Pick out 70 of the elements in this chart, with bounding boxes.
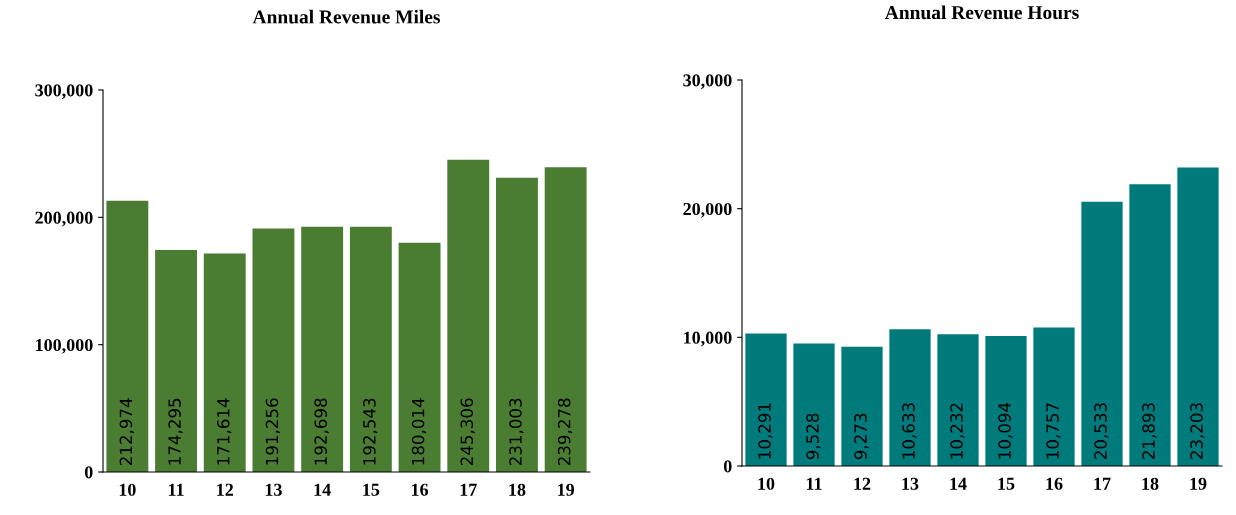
data-label: 23,203 <box>1190 403 1205 459</box>
bar <box>301 226 344 472</box>
chart-title: Annual Revenue Hours <box>884 5 1079 20</box>
x-tick-label: 15 <box>363 483 380 496</box>
bar <box>1033 327 1075 466</box>
data-label: 174,295 <box>168 398 183 465</box>
x-tick-label: 16 <box>411 483 429 496</box>
x-tick-label: 10 <box>119 483 136 496</box>
bar <box>1177 167 1219 466</box>
bar <box>985 336 1027 466</box>
bar <box>447 159 490 472</box>
data-label: 171,614 <box>216 398 232 465</box>
y-tick-label: 20,000 <box>683 202 732 218</box>
data-label: 9,273 <box>854 413 869 460</box>
data-label: 192,543 <box>363 398 378 465</box>
bar <box>1129 184 1171 466</box>
bar <box>889 329 931 466</box>
chart-title: Annual Revenue Miles <box>252 9 441 24</box>
x-tick-label: 13 <box>902 477 919 490</box>
bar <box>203 253 246 472</box>
bar <box>544 167 587 472</box>
data-label: 10,757 <box>1046 403 1061 459</box>
x-tick-label: 12 <box>854 477 871 490</box>
bar <box>841 346 883 466</box>
bar <box>793 343 835 466</box>
y-tick-label: 100,000 <box>36 338 93 354</box>
data-label: 10,232 <box>950 403 965 459</box>
bar <box>155 250 197 472</box>
data-label: 231,003 <box>509 398 524 466</box>
x-tick-label: 14 <box>950 477 967 490</box>
bar <box>398 242 441 472</box>
y-tick-label: 200,000 <box>35 211 93 227</box>
y-tick-label: 30,000 <box>683 74 732 90</box>
x-tick-label: 17 <box>460 483 477 496</box>
x-tick-label: 17 <box>1094 477 1111 490</box>
data-label: 239,278 <box>557 398 573 466</box>
data-label: 245,306 <box>460 398 475 466</box>
x-tick-label: 18 <box>509 483 526 496</box>
data-label: 20,533 <box>1094 403 1109 459</box>
data-label: 10,291 <box>758 403 773 459</box>
x-tick-label: 15 <box>998 477 1015 490</box>
bar <box>1081 201 1123 466</box>
x-tick-label: 18 <box>1142 477 1159 490</box>
data-label: 21,893 <box>1142 403 1157 459</box>
data-label: 191,256 <box>265 398 280 465</box>
bar <box>745 333 787 466</box>
x-tick-label: 19 <box>1190 477 1207 490</box>
data-label: 9,528 <box>806 413 821 460</box>
x-tick-label: 16 <box>1046 477 1063 490</box>
x-tick-label: 12 <box>217 483 233 496</box>
y-tick-label: 10,000 <box>684 331 732 347</box>
data-label: 10,633 <box>902 403 917 459</box>
data-label: 180,014 <box>411 398 427 465</box>
x-tick-label: 19 <box>558 483 575 496</box>
x-tick-label: 13 <box>265 483 282 496</box>
y-tick-label: 300,000 <box>35 84 93 100</box>
bar <box>937 334 979 466</box>
data-label: 192,698 <box>314 398 329 465</box>
bar <box>349 226 392 472</box>
bar <box>496 177 538 472</box>
x-tick-label: 14 <box>314 483 331 496</box>
data-label: 10,094 <box>998 402 1013 459</box>
x-tick-label: 11 <box>168 483 184 496</box>
y-tick-label: 0 <box>723 460 732 473</box>
x-tick-label: 10 <box>758 477 775 490</box>
y-tick-label: 0 <box>84 466 93 479</box>
bar <box>252 228 295 472</box>
data-label: 212,974 <box>119 398 134 466</box>
x-tick-label: 11 <box>806 477 822 490</box>
bar <box>106 200 149 472</box>
